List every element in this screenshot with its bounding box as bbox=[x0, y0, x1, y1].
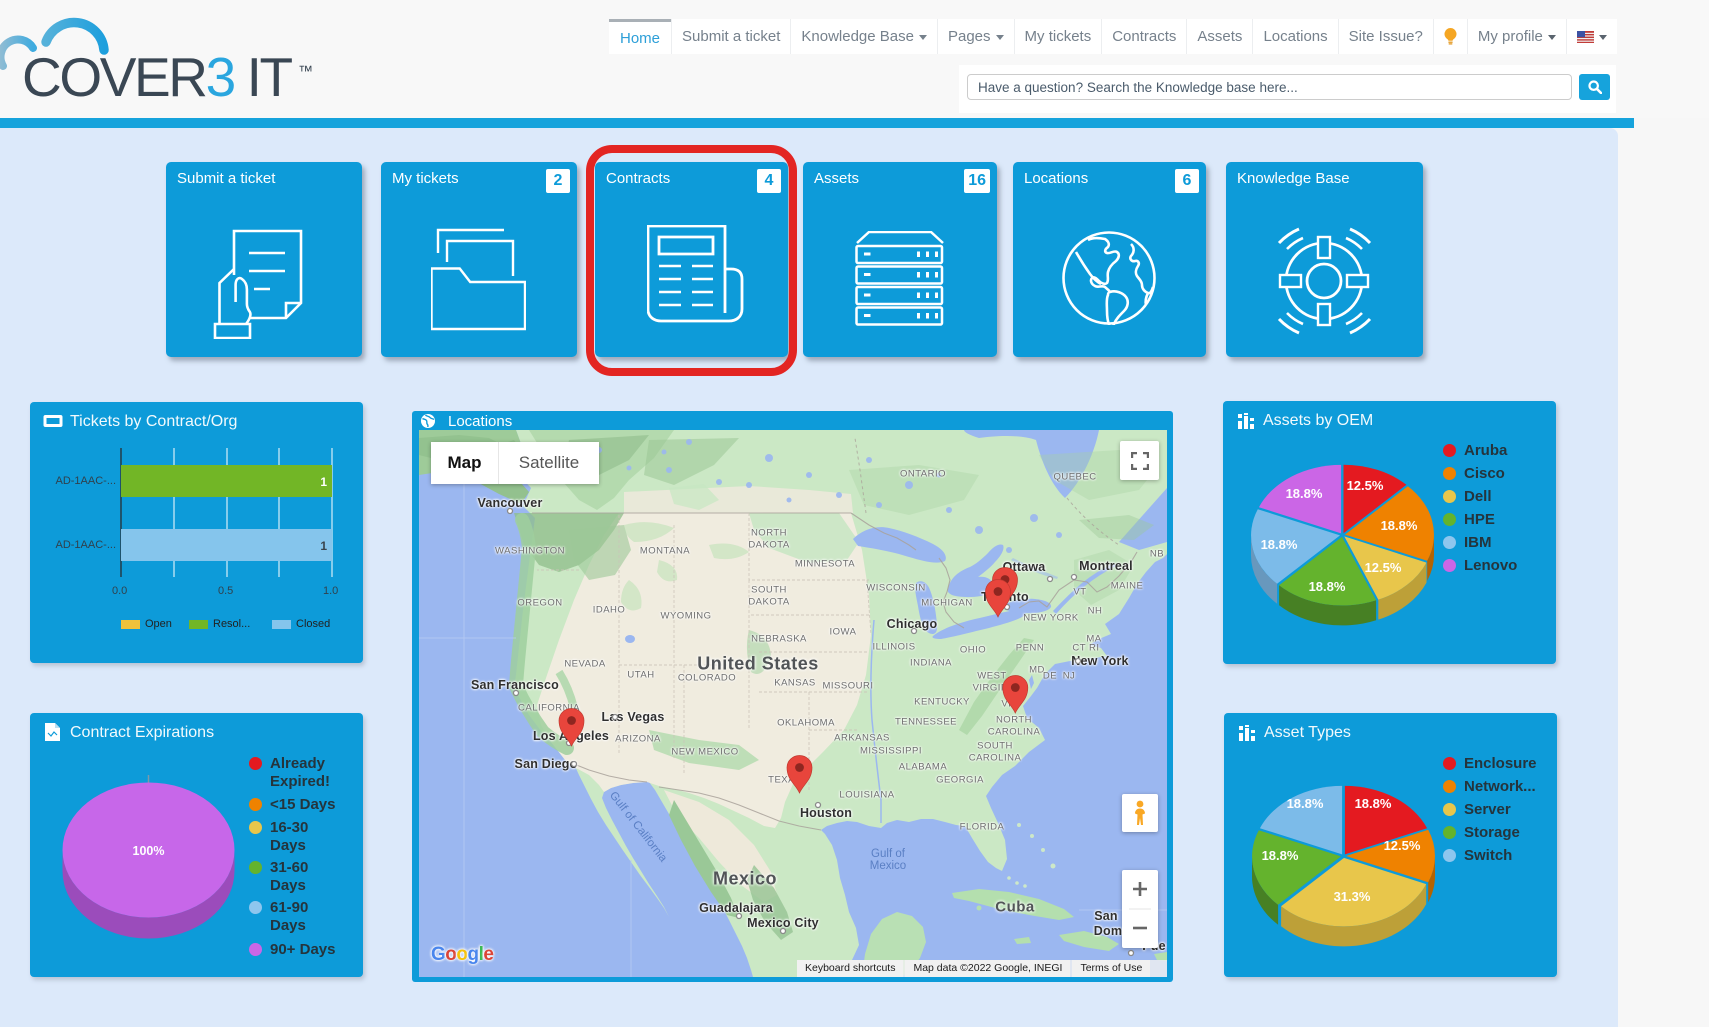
svg-text:100%: 100% bbox=[133, 844, 165, 858]
svg-text:18.8%: 18.8% bbox=[1309, 579, 1346, 594]
svg-text:18.8%: 18.8% bbox=[1355, 796, 1392, 811]
svg-text:18.8%: 18.8% bbox=[1381, 518, 1418, 533]
svg-text:18.8%: 18.8% bbox=[1261, 537, 1298, 552]
svg-text:1: 1 bbox=[320, 539, 327, 553]
svg-text:18.8%: 18.8% bbox=[1286, 486, 1323, 501]
svg-text:12.5%: 12.5% bbox=[1347, 478, 1384, 493]
svg-text:31.3%: 31.3% bbox=[1334, 889, 1371, 904]
svg-text:12.5%: 12.5% bbox=[1384, 838, 1421, 853]
svg-text:18.8%: 18.8% bbox=[1287, 796, 1324, 811]
svg-text:12.5%: 12.5% bbox=[1365, 560, 1402, 575]
svg-text:COVER3 IT: COVER3 IT bbox=[22, 46, 293, 108]
svg-text:1: 1 bbox=[320, 475, 327, 489]
svg-text:™: ™ bbox=[298, 63, 313, 80]
svg-text:18.8%: 18.8% bbox=[1262, 848, 1299, 863]
